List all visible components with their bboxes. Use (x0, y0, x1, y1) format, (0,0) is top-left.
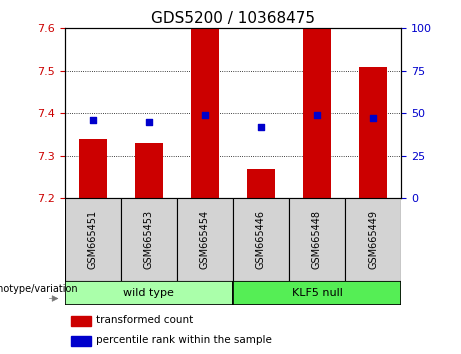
Bar (71, 316, 91, 326)
Bar (135, 143, 163, 198)
Bar (233, 198, 289, 281)
Bar (247, 169, 275, 198)
Text: GSM665453: GSM665453 (144, 210, 154, 269)
Bar (359, 67, 387, 198)
Title: GDS5200 / 10368475: GDS5200 / 10368475 (151, 11, 315, 26)
Point (201, 112, 208, 118)
Point (89, 117, 96, 123)
Text: GSM665446: GSM665446 (256, 210, 266, 269)
Text: GSM665454: GSM665454 (200, 210, 210, 269)
Text: transformed count: transformed count (95, 315, 193, 325)
Text: genotype/variation: genotype/variation (0, 284, 78, 293)
Bar (345, 198, 401, 281)
Bar (233, 281, 401, 305)
Text: KLF5 null: KLF5 null (291, 288, 343, 298)
Point (313, 112, 321, 118)
Text: percentile rank within the sample: percentile rank within the sample (95, 335, 272, 345)
Bar (303, 28, 331, 198)
Bar (71, 336, 91, 346)
Bar (78, 139, 106, 198)
Text: GSM665451: GSM665451 (88, 210, 98, 269)
Bar (121, 198, 177, 281)
Bar (177, 198, 233, 281)
Point (369, 115, 377, 121)
Text: GSM665448: GSM665448 (312, 210, 322, 269)
Bar (191, 28, 219, 198)
Point (257, 124, 265, 130)
Text: GSM665449: GSM665449 (368, 210, 378, 269)
Point (145, 119, 152, 125)
Text: wild type: wild type (123, 288, 174, 298)
Bar (65, 198, 121, 281)
Bar (65, 281, 233, 305)
Bar (289, 198, 345, 281)
